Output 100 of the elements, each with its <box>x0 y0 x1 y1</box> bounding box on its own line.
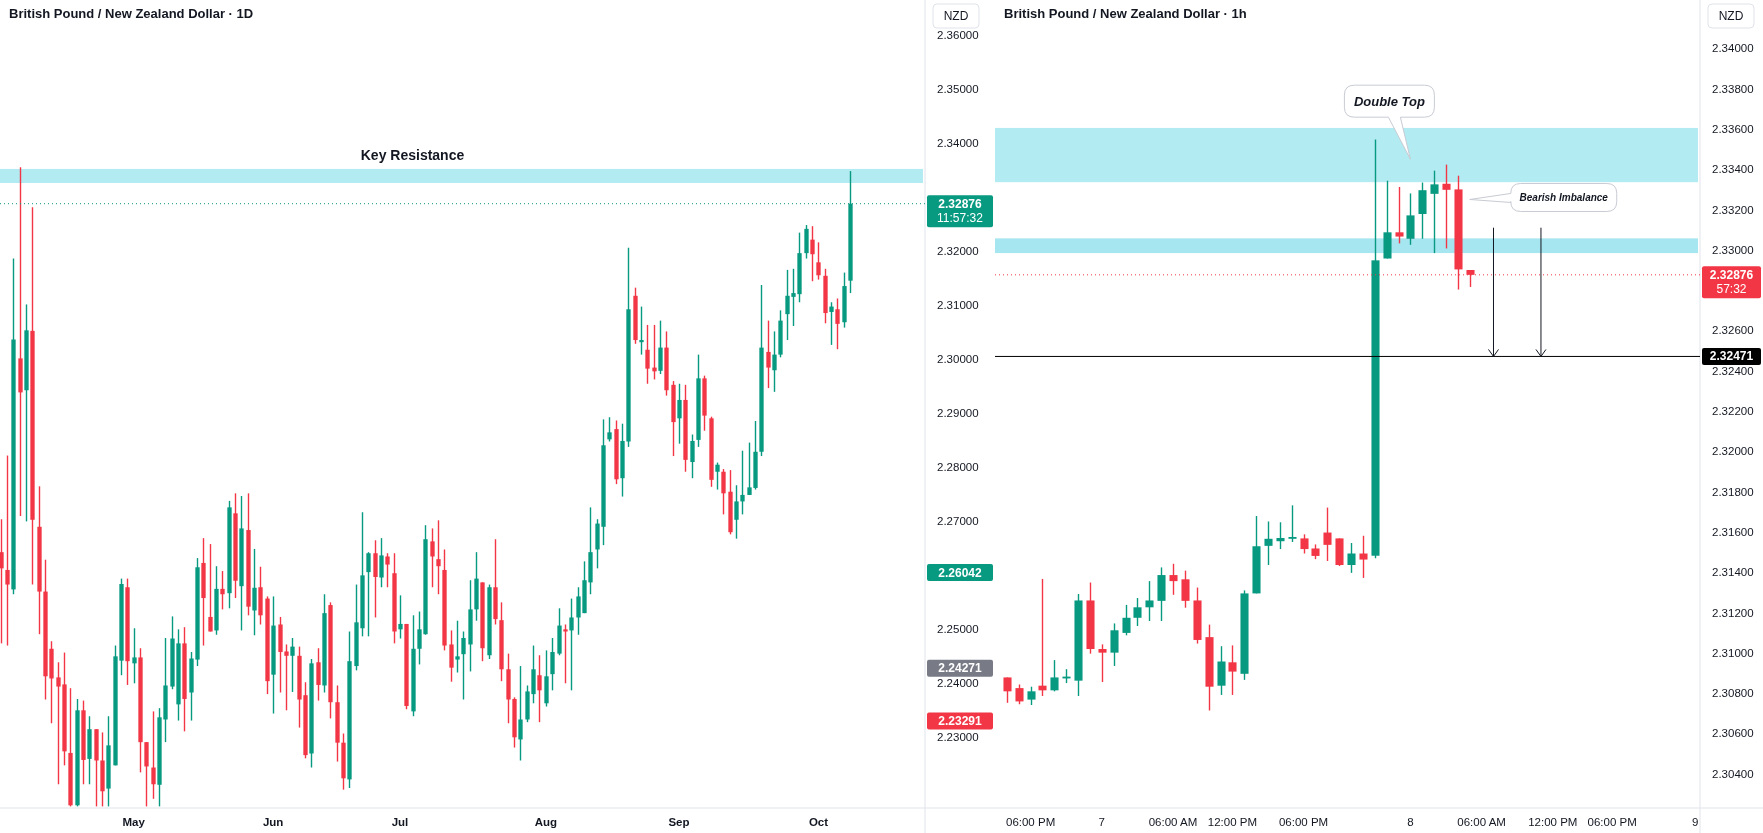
text: 11:57:32 <box>937 211 984 226</box>
y-tick-label: 2.31000 <box>1712 646 1754 659</box>
candlestick <box>385 552 390 588</box>
y-tick-label: 2.30000 <box>937 352 979 365</box>
y-tick-label: 2.34000 <box>1712 42 1754 55</box>
x-tick-label: 12:00 PM <box>1207 816 1257 828</box>
candlestick <box>1395 186 1404 245</box>
x-tick-label: 06:00 AM <box>1148 816 1198 828</box>
y-tick-label: 2.32400 <box>1712 364 1754 377</box>
y-axis-title: NZD <box>943 9 969 23</box>
candlestick <box>220 570 225 611</box>
candlestick <box>677 383 682 445</box>
x-tick-label: 7 <box>1098 816 1106 828</box>
candlestick <box>366 551 371 638</box>
ref-line-label: 2.32876 <box>1709 267 1754 282</box>
candlestick <box>373 539 378 619</box>
y-tick-label: 2.33000 <box>1712 243 1754 256</box>
y-tick-label: 2.28000 <box>937 460 979 473</box>
candlestick <box>810 225 815 282</box>
y-tick-label: 2.31000 <box>937 298 979 311</box>
band-label: Key Resistance <box>360 146 465 163</box>
candlestick <box>1288 504 1297 543</box>
y-tick-label: 2.25000 <box>937 622 979 635</box>
text: 2.24271 <box>938 661 983 676</box>
x-tick-label: May <box>122 816 146 828</box>
candlestick <box>436 519 441 595</box>
candlestick <box>316 647 321 702</box>
candlestick <box>658 319 663 375</box>
text: British Pound / New Zealand Dollar · 1D <box>9 6 254 21</box>
candlestick <box>252 548 257 636</box>
candlestick <box>0 518 4 645</box>
candlestick <box>1133 597 1142 627</box>
candlestick <box>151 710 156 800</box>
candlestick <box>379 537 384 588</box>
candlestick <box>734 484 739 540</box>
text: 57:32 <box>1716 282 1747 297</box>
y-tick-label: 2.31200 <box>1712 606 1754 619</box>
candlestick <box>816 241 821 281</box>
y-tick-label: 2.29000 <box>937 406 979 419</box>
x-tick-label: Aug <box>534 816 557 828</box>
y-tick-label: 2.32600 <box>1712 324 1754 337</box>
text: 2.26042 <box>938 565 983 580</box>
candlestick <box>690 433 695 479</box>
y-tick-label: 2.27000 <box>937 514 979 527</box>
x-tick-label: 06:00 AM <box>1457 816 1506 828</box>
candlestick <box>721 468 726 516</box>
candlestick <box>537 654 542 723</box>
y-tick-label: 2.30800 <box>1712 687 1754 700</box>
candlestick <box>639 305 644 356</box>
y-tick-label: 2.31600 <box>1712 525 1754 538</box>
y-tick-label: 2.33600 <box>1712 122 1754 135</box>
ref-line-label: 2.32471 <box>1709 349 1754 364</box>
candlestick <box>1323 506 1332 562</box>
candlestick <box>1359 535 1368 579</box>
candlestick <box>835 297 840 350</box>
candlestick <box>563 623 568 685</box>
candlestick <box>766 319 771 389</box>
x-tick-label: Jun <box>262 816 284 828</box>
x-tick-label: 8 <box>1407 816 1414 828</box>
candlestick <box>715 461 720 491</box>
candlestick <box>132 627 137 685</box>
candlestick <box>18 166 23 517</box>
y-tick-label: 2.32000 <box>1712 445 1754 458</box>
candlestick <box>455 620 460 674</box>
candlestick <box>1228 644 1237 696</box>
candlestick <box>518 665 523 762</box>
candlestick <box>1264 520 1273 566</box>
candlestick <box>398 594 403 640</box>
candlestick <box>1050 659 1059 693</box>
candlestick <box>652 324 657 381</box>
text: 2.23291 <box>938 714 983 729</box>
candlestick <box>1181 569 1190 609</box>
y-tick-label: 2.31800 <box>1712 485 1754 498</box>
candlestick <box>607 416 612 443</box>
candlestick <box>1347 542 1356 574</box>
y-tick-label: 2.33800 <box>1712 82 1754 95</box>
candlestick <box>1430 169 1439 254</box>
candlestick <box>1122 604 1131 637</box>
candlestick <box>1169 563 1178 596</box>
candlestick <box>1098 643 1107 683</box>
ref-line-label: 2.32876 <box>938 196 983 211</box>
y-tick-label: 2.35000 <box>937 83 979 96</box>
candlestick <box>1300 533 1309 555</box>
candlestick <box>430 527 435 588</box>
candlestick <box>1038 578 1047 697</box>
x-tick-label: 9 <box>1692 816 1699 828</box>
candlestick <box>449 629 454 683</box>
x-tick-label: Sep <box>668 816 690 828</box>
x-tick-label: 06:00 PM <box>1005 816 1056 828</box>
candlestick <box>208 543 213 633</box>
y-tick-label: 2.34000 <box>937 137 979 150</box>
y-axis-title: NZD <box>1718 9 1744 23</box>
candlestick <box>1027 686 1036 706</box>
candlestick <box>1418 181 1427 240</box>
y-tick-label: 2.36000 <box>937 29 979 42</box>
candlestick <box>550 637 555 692</box>
candlestick <box>772 330 777 393</box>
y-tick-label: 2.30600 <box>1712 727 1754 740</box>
y-tick-label: 2.23000 <box>937 730 979 743</box>
candlestick <box>1276 521 1285 550</box>
